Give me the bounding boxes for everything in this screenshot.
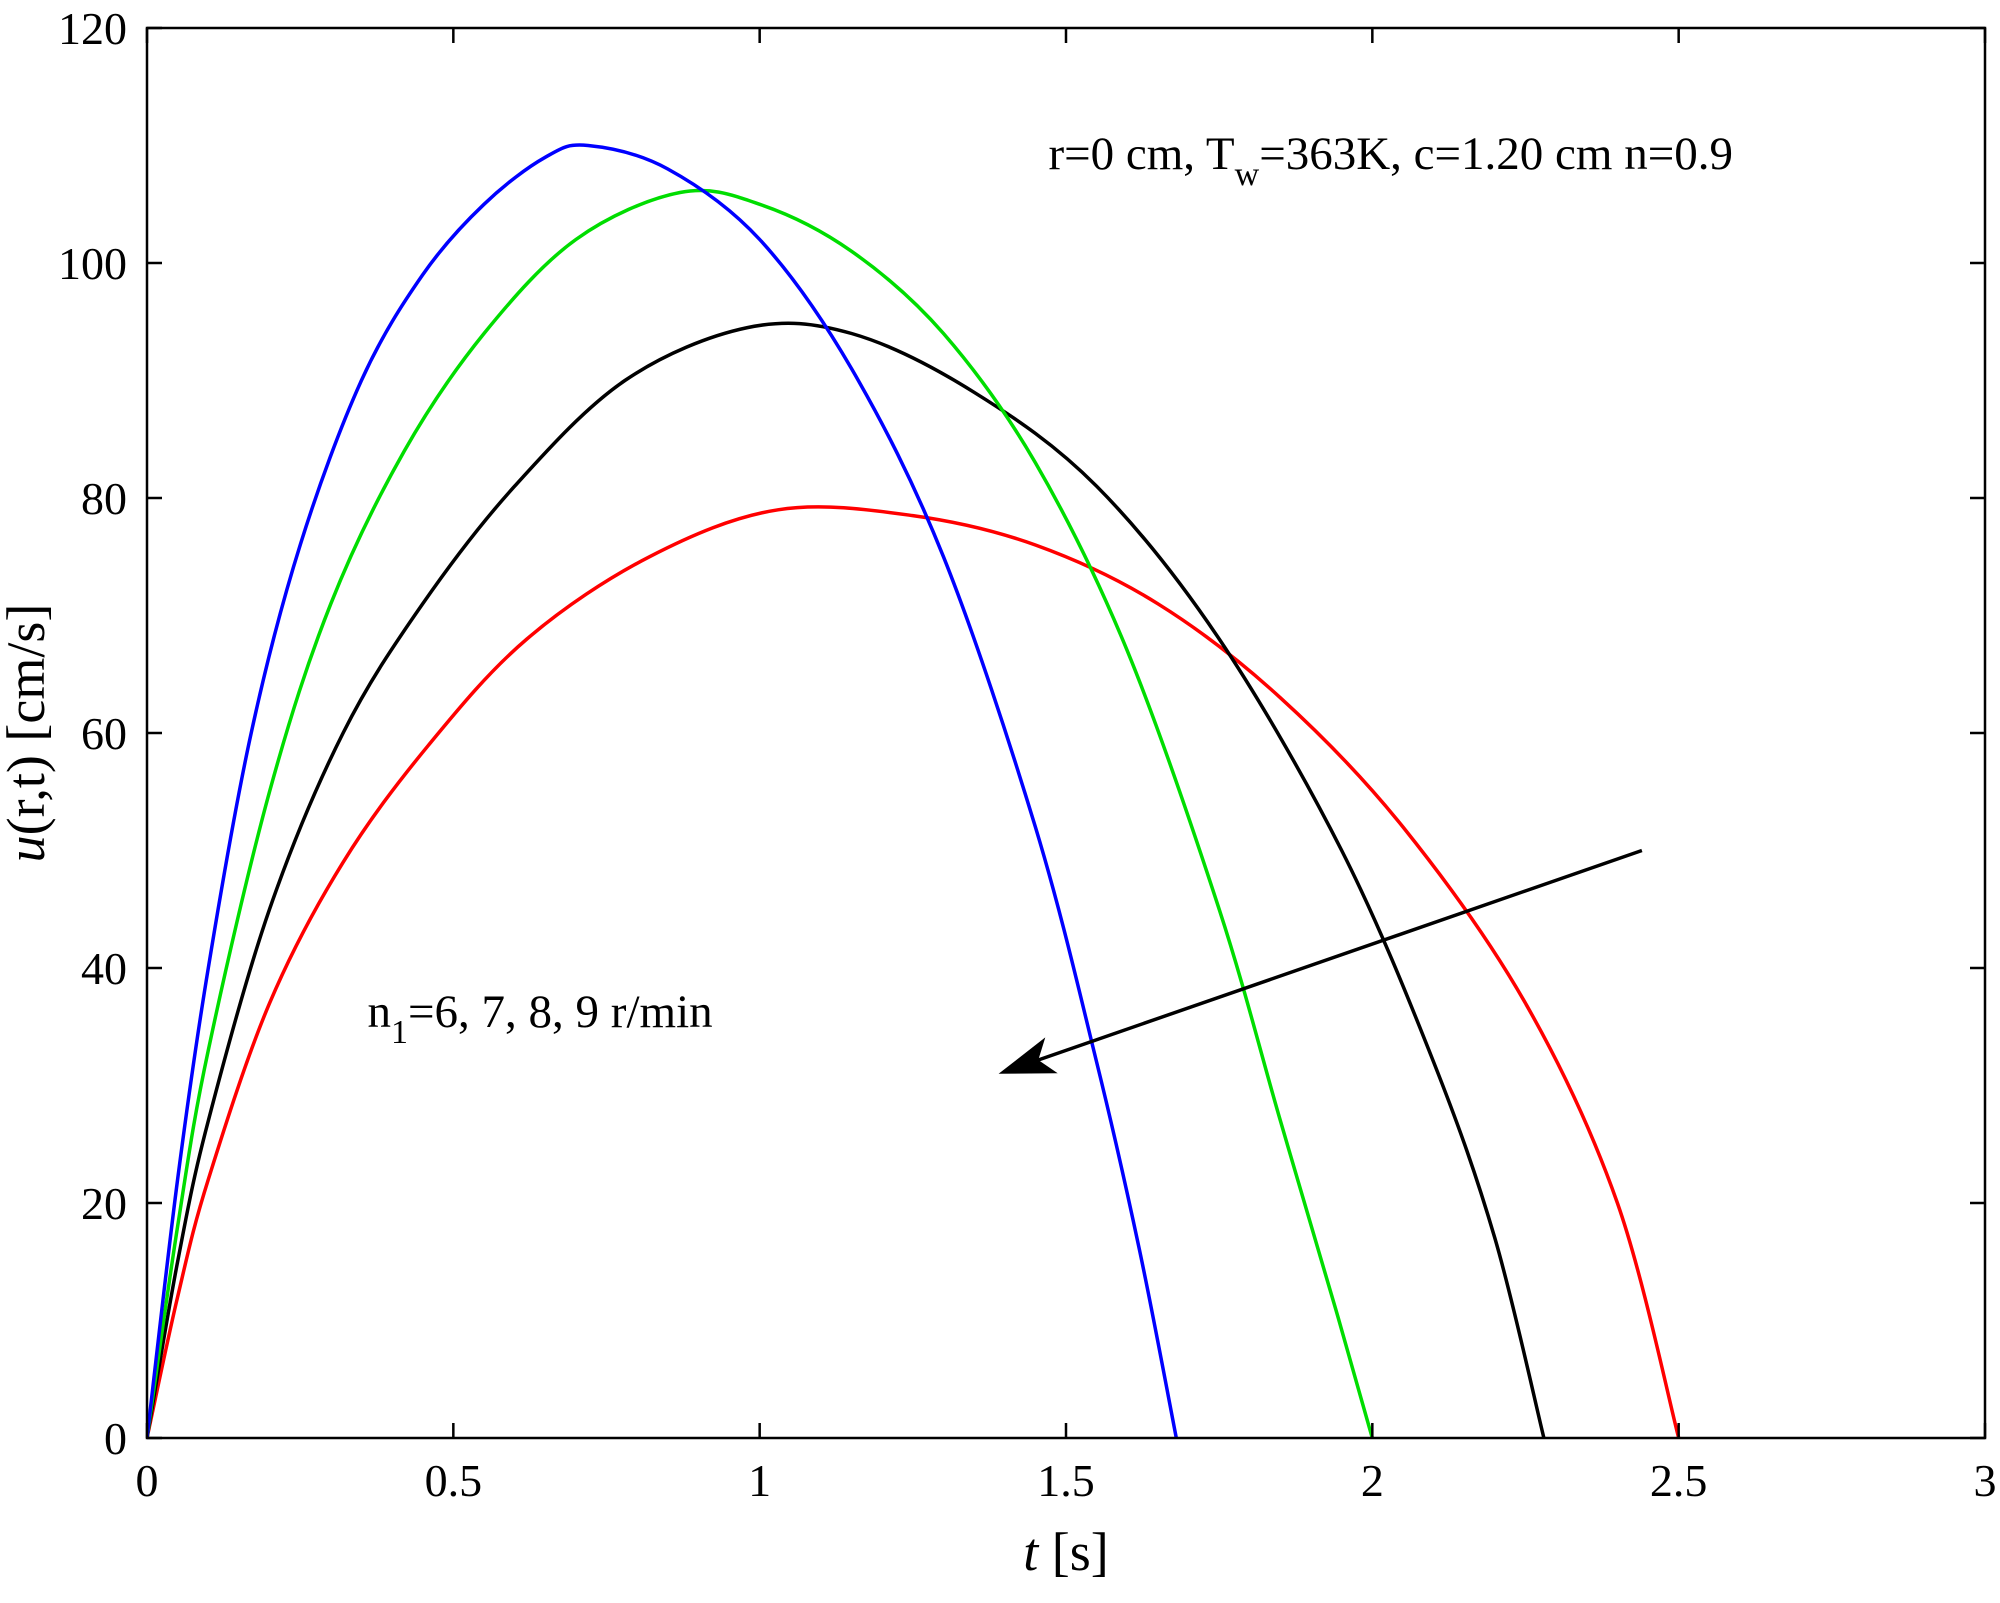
y-tick-label: 60: [81, 708, 127, 759]
n1-values-annotation: n1=6, 7, 8, 9 r/min: [368, 986, 713, 1051]
x-tick-label: 0: [136, 1455, 159, 1506]
conditions-annotation: r=0 cm, Tw=363K, c=1.20 cm n=0.9: [1048, 128, 1733, 193]
curve-n1-7-r-min: [147, 321, 1546, 1438]
ticks-group: [145, 26, 1987, 1440]
curve-n1-8-r-min: [147, 188, 1374, 1438]
direction-arrow-head: [998, 1037, 1058, 1074]
direction-arrow-line: [1029, 848, 1643, 1065]
x-tick-label: 1.5: [1037, 1455, 1095, 1506]
x-tick-label: 0.5: [425, 1455, 483, 1506]
y-axis-label: u(r,t) [cm/s]: [0, 604, 56, 863]
x-tick-label: 2: [1361, 1455, 1384, 1506]
y-tick-label: 20: [81, 1178, 127, 1229]
axes-box: [145, 26, 1987, 1440]
curve-n1-9-r-min: [147, 143, 1179, 1438]
y-tick-label: 0: [104, 1413, 127, 1464]
tick-labels-group: 0 0.5 1 1.5 2 2.5 3 0 20 40 60 80 100 120: [58, 3, 1997, 1506]
curves-group: [147, 143, 1681, 1438]
x-axis-label: t [s]: [1023, 1522, 1109, 1582]
curve-n1-6-r-min: [147, 505, 1681, 1438]
x-tick-label: 2.5: [1650, 1455, 1708, 1506]
x-tick-label: 3: [1974, 1455, 1997, 1506]
y-tick-label: 80: [81, 473, 127, 524]
y-tick-label: 40: [81, 943, 127, 994]
y-tick-label: 120: [58, 3, 127, 54]
y-tick-label: 100: [58, 238, 127, 289]
x-tick-label: 1: [748, 1455, 771, 1506]
